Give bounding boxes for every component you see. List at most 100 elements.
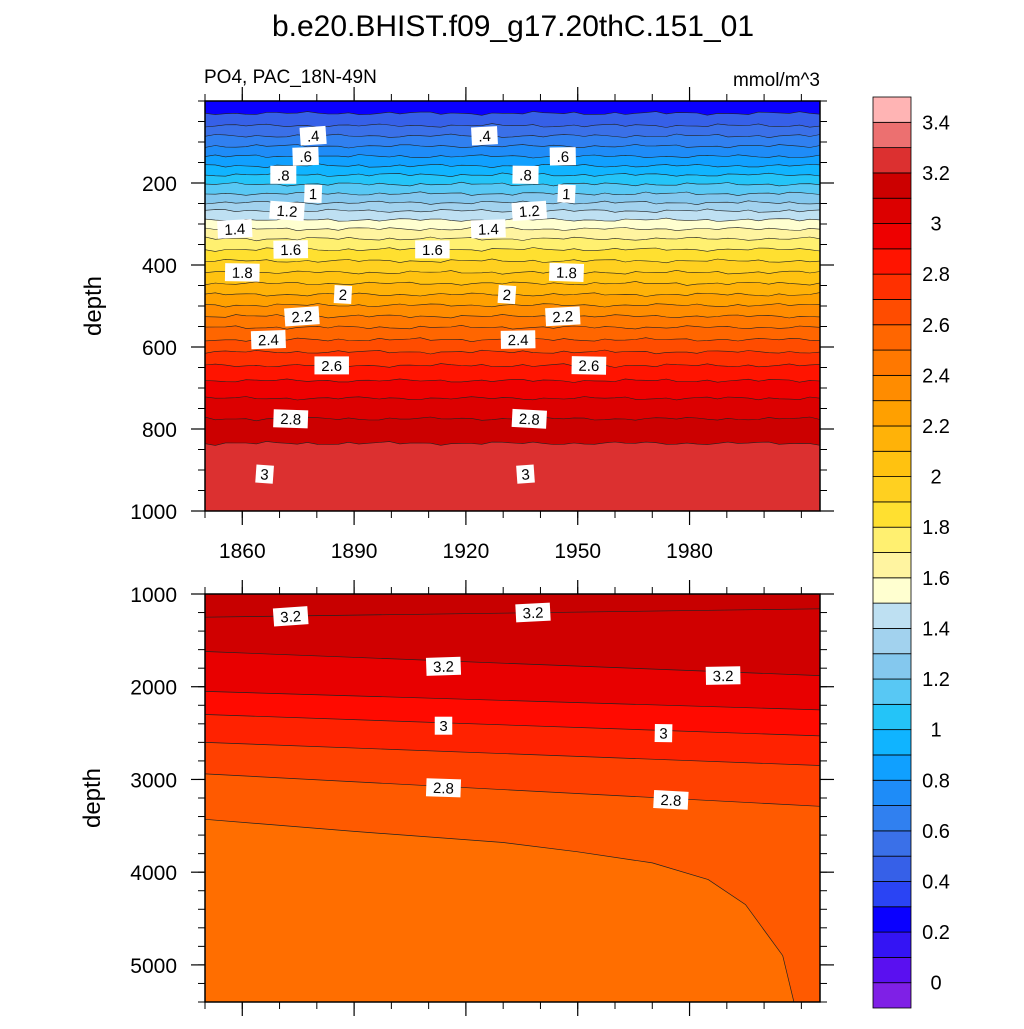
lower-contour-label-box: [653, 790, 689, 810]
lower-fill-band-7: [205, 594, 820, 618]
colorbar-swatch: [872, 830, 912, 857]
upper-contour-label-text: .8: [519, 167, 532, 184]
upper-contour-line-12: [205, 226, 820, 232]
upper-y-axis-label: depth: [80, 276, 107, 336]
colorbar-swatch: [872, 678, 912, 705]
upper-contour-label-box: [273, 240, 309, 259]
lower-contour-line-4: [205, 742, 820, 766]
upper-contour-label: 2.6: [571, 356, 607, 375]
colorbar-swatch: [872, 147, 912, 174]
upper-contour-label: 1.6: [415, 240, 450, 259]
colorbar-label: 2.4: [922, 365, 950, 387]
upper-contour-label-text: 1.6: [280, 242, 301, 259]
upper-contour-label-box: [511, 408, 547, 429]
upper-contour-label-box: [545, 306, 581, 327]
upper-contour-label: 1.2: [269, 200, 305, 222]
upper-fill-band-29: [205, 441, 820, 511]
upper-contour-label: .6: [549, 147, 576, 166]
upper-contour-label-box: [269, 200, 305, 222]
upper-contour-line-11: [205, 217, 820, 223]
upper-contour-label: 2.6: [314, 356, 349, 375]
upper-contour-label-text: 2.2: [291, 308, 313, 326]
upper-contour-label: 2.8: [273, 409, 309, 429]
upper-contour-label-box: [304, 184, 323, 203]
lower-contour-label-text: 2.8: [433, 780, 454, 798]
upper-contour-line-13: [205, 236, 820, 242]
upper-y-tick-label: 800: [142, 419, 177, 442]
lower-contour-label-text: 3.2: [522, 604, 544, 622]
colorbar-label: 1.6: [922, 568, 950, 590]
upper-contour-label-box: [511, 200, 548, 222]
lower-panel-contours: [205, 608, 820, 1002]
upper-contour-label: 2.2: [545, 306, 581, 327]
lower-contour-label-box: [434, 716, 453, 735]
upper-contour-label-text: .4: [306, 128, 320, 146]
lower-contour-label-box: [272, 606, 309, 627]
colorbar-label: 2: [930, 467, 941, 489]
colorbar-swatch: [872, 501, 912, 528]
upper-contour-label: 2: [497, 284, 517, 304]
lower-panel-ticks: 1000 2000 3000 4000 5000: [130, 580, 834, 1016]
upper-contour-label-text: .4: [478, 128, 491, 146]
colorbar-swatch: [872, 703, 912, 731]
subtitle-variable-region: PO4, PAC_18N-49N: [204, 67, 377, 88]
upper-contour-label-text: 1: [562, 186, 571, 203]
upper-contour-label-text: 1.8: [556, 265, 577, 283]
colorbar-label: 0.4: [922, 872, 950, 894]
colorbar-swatch: [872, 956, 912, 984]
upper-contour-label-text: 2.8: [518, 411, 540, 429]
colorbar-swatch: [872, 273, 912, 300]
upper-contour-label: 1.2: [511, 200, 548, 222]
upper-contour-line-26: [205, 396, 820, 401]
lower-contour-line-6: [205, 818, 795, 1002]
colorbar-label: 3.4: [922, 112, 950, 134]
colorbar-swatch: [872, 906, 912, 933]
colorbar-swatch: [872, 425, 912, 452]
lower-contour-label-text: 3.2: [433, 658, 454, 676]
upper-contour-label-text: .6: [556, 149, 569, 166]
colorbar-label: 3: [930, 214, 941, 236]
lower-contour-label: 3: [654, 723, 673, 743]
upper-contour-label-box: [500, 330, 536, 349]
upper-contour-label: 1.6: [273, 240, 309, 259]
lower-contour-label: 2.8: [425, 778, 462, 798]
upper-contour-label: 1.4: [217, 219, 253, 239]
upper-contour-label-box: [270, 165, 297, 184]
upper-contour-line-5: [205, 163, 820, 169]
lower-contour-label: 3.2: [425, 656, 462, 676]
upper-contour-label-box: [273, 409, 309, 429]
upper-contour-line-7: [205, 181, 820, 187]
colorbar: 0 0.2 0.4 0.6 0.8 1 1.2 1.4 1.6 1.8 2 2.2 2.4 2.6 2.8 3…: [872, 96, 950, 1009]
colorbar-swatch: [872, 197, 912, 224]
upper-contour-label: 2.8: [511, 408, 547, 429]
upper-contour-line-24: [205, 363, 820, 368]
colorbar-swatch: [872, 855, 912, 882]
lower-contour-label-box: [515, 602, 551, 623]
upper-contour-label-box: [557, 184, 576, 204]
upper-contour-label-text: 2.4: [258, 332, 279, 350]
colorbar-swatch: [872, 96, 912, 123]
colorbar-label: 1: [930, 720, 941, 742]
lower-contour-label-box: [425, 656, 462, 676]
lower-y-axis-label: depth: [79, 768, 106, 828]
upper-contour-label-box: [224, 263, 260, 282]
upper-contour-line-3: [205, 144, 820, 149]
colorbar-swatch: [872, 754, 912, 781]
upper-contour-label: 2.4: [250, 330, 286, 350]
colorbar-swatch: [872, 526, 912, 553]
upper-contour-label-box: [333, 285, 353, 304]
colorbar-swatch: [872, 374, 912, 402]
colorbar-swatch: [872, 223, 912, 250]
upper-contour-label-box: [470, 219, 506, 239]
upper-panel-ticks: 1860 1890 1920 1950 1980 200 400 600 800 1000: [130, 87, 834, 563]
upper-contour-line-0: [205, 111, 820, 116]
colorbar-swatch: [872, 729, 912, 756]
upper-contour-label: 2: [333, 285, 353, 304]
upper-contour-label: 1: [557, 184, 576, 204]
upper-contour-label-box: [516, 464, 535, 484]
colorbar-swatch: [872, 982, 912, 1009]
colorbar-label: 1.4: [922, 618, 950, 640]
upper-contour-label: 1: [304, 184, 323, 203]
upper-contour-label-text: .6: [299, 149, 312, 166]
